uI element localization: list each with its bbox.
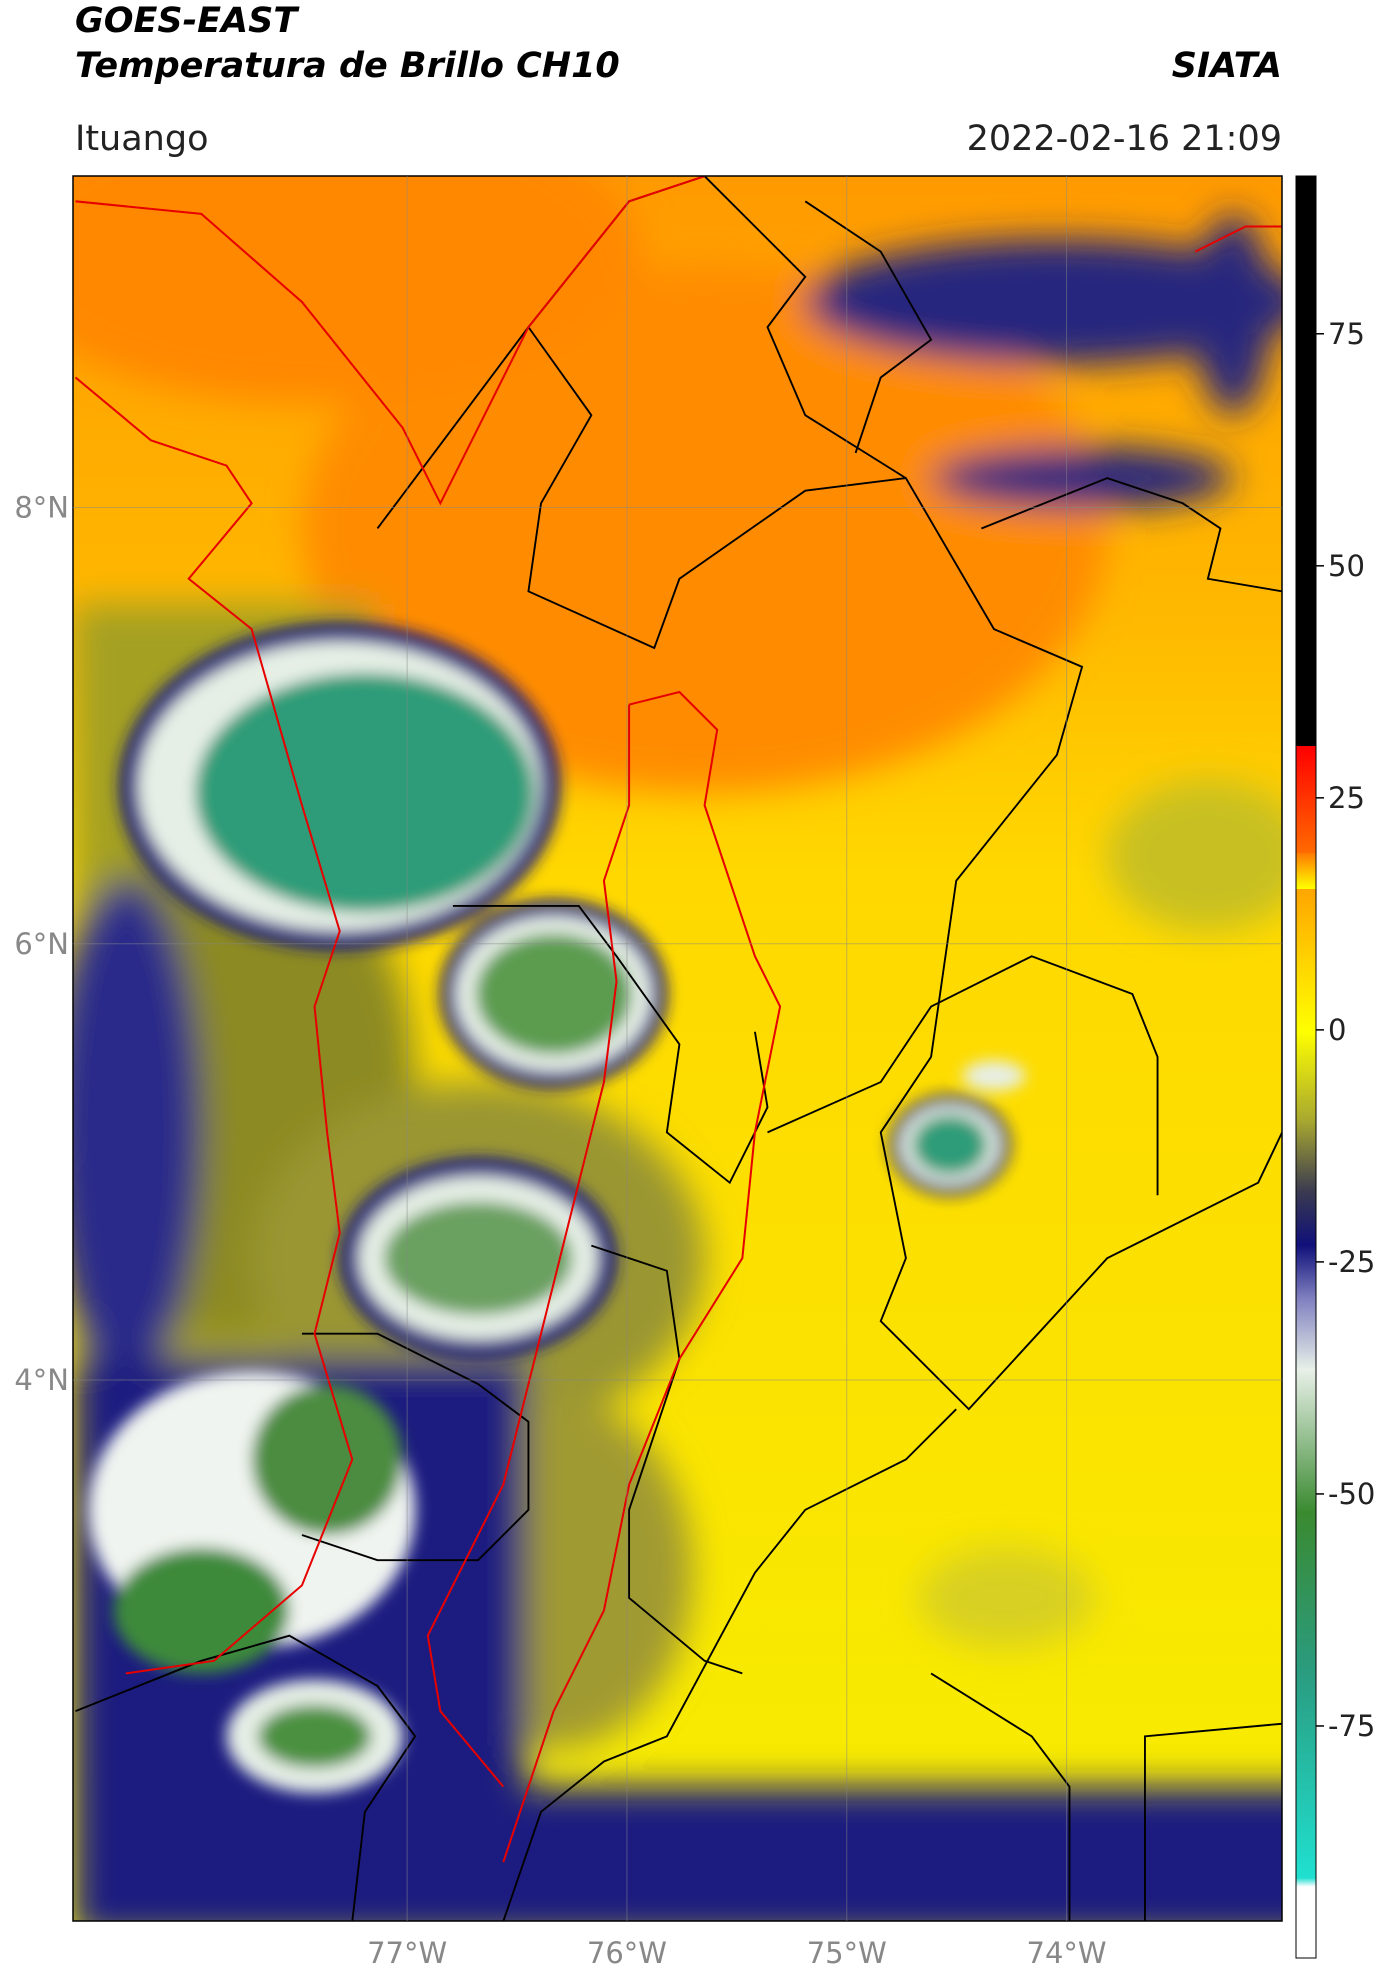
x-tick-label: 76°W [587,1936,667,1970]
colorbar-tick-label: -25 [1328,1245,1375,1279]
x-tick-label: 77°W [367,1936,447,1970]
map-frame [72,175,1283,1922]
cloud-field [73,176,1282,1921]
y-tick-label: 8°N [14,491,69,525]
title: GOES-EAST [75,1,300,41]
x-tick-label: 74°W [1027,1936,1107,1970]
colorbar-tick-label: 0 [1328,1013,1346,1047]
y-tick-label: 6°N [14,927,69,961]
colorbar-ticks: 75 50 25 0 -25 -50 -75 [1316,317,1375,1743]
subtitle: Temperatura de Brillo CH10 [75,46,620,86]
colorbar-tick-label: 75 [1328,317,1365,351]
colorbar [1295,175,1317,1959]
colorbar-tick-label: -50 [1328,1477,1375,1511]
datetime: 2022-02-16 21:09 [967,119,1282,159]
source: SIATA [1172,46,1282,86]
colorbar-tick-label: -75 [1328,1709,1375,1743]
x-tick-label: 75°W [807,1936,887,1970]
colorbar-tick-label: 25 [1328,781,1365,815]
colorbar-tick-label: 50 [1328,549,1365,583]
grid: 77°W 76°W 75°W 74°W 4°N 6°N 8°N [14,176,1282,1970]
place: Ituango [75,119,209,159]
map-image [73,176,1282,1921]
y-tick-label: 4°N [14,1363,69,1397]
